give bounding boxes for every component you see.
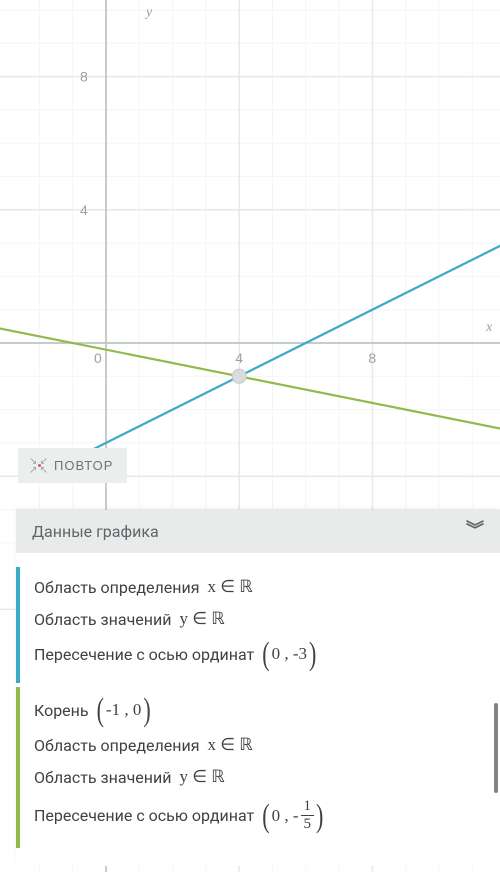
property-label: Область значений	[34, 610, 171, 629]
svg-text:8: 8	[80, 69, 88, 85]
property-point: (0 , - 15)	[262, 799, 323, 832]
series-info-block: Область определения x ∈ ℝ Область значений…	[16, 567, 500, 683]
property-label: Область определения	[34, 736, 199, 755]
property-row: Область значений y ∈ ℝ	[34, 603, 486, 635]
recenter-icon: ↘ ↙ ↗ ↖	[32, 459, 46, 473]
property-math: y ∈ ℝ	[179, 767, 223, 787]
panel-title: Данные графика	[32, 522, 159, 541]
property-label: Область значений	[34, 768, 171, 787]
scrollbar-thumb[interactable]	[494, 703, 498, 793]
repeat-label: ПОВТОР	[54, 458, 113, 473]
property-math: x ∈ ℝ	[207, 577, 251, 597]
property-label: Область определения	[34, 578, 199, 597]
property-label: Пересечение с осью ординат	[34, 645, 254, 664]
repeat-button[interactable]: ↘ ↙ ↗ ↖ ПОВТОР	[18, 448, 127, 483]
property-math: x ∈ ℝ	[207, 735, 251, 755]
svg-text:4: 4	[235, 350, 243, 366]
series-info-block: Корень(-1 , 0)Область определенияx ∈ ℝОб…	[16, 687, 500, 848]
panel-body: Область определения x ∈ ℝ Область значений…	[16, 553, 500, 866]
property-label: Пересечение с осью ординат	[34, 806, 254, 825]
svg-text:4: 4	[80, 202, 88, 218]
panel-header[interactable]: Данные графика ︾	[16, 510, 500, 553]
property-row: Пересечение с осью ординат (0 , -3)	[34, 635, 486, 673]
property-row: Область определения x ∈ ℝ	[34, 729, 486, 761]
property-point: (-1 , 0)	[97, 697, 151, 723]
svg-text:x: x	[485, 320, 493, 335]
svg-text:y: y	[144, 5, 153, 20]
property-row: Корень (-1 , 0)	[34, 691, 486, 729]
property-row: Пересечение с осью ординат (0 , - 15)	[34, 793, 486, 838]
chevron-down-icon: ︾	[466, 526, 484, 537]
svg-text:0: 0	[94, 350, 102, 366]
property-point: (0 , -3)	[262, 641, 316, 667]
property-row: Область определения x ∈ ℝ	[34, 571, 486, 603]
property-row: Область значений y ∈ ℝ	[34, 761, 486, 793]
graph-data-panel: Данные графика ︾ Область определения x ∈ …	[16, 510, 500, 866]
property-label: Корень	[34, 701, 89, 720]
svg-text:8: 8	[368, 350, 376, 366]
property-math: y ∈ ℝ	[179, 609, 223, 629]
